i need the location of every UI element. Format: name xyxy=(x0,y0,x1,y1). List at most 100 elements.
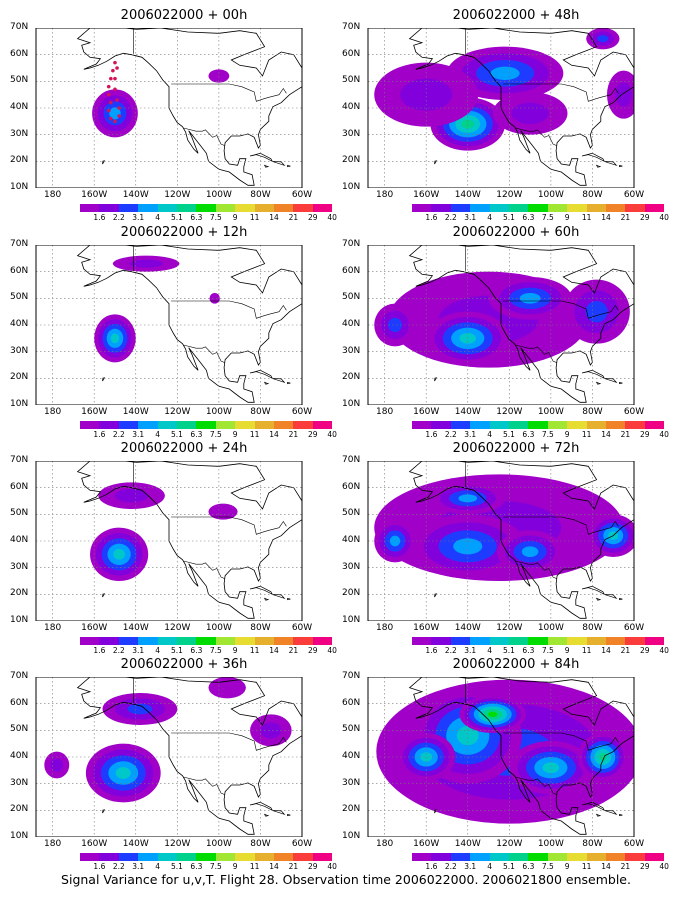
x-tick-label: 140W xyxy=(454,623,481,633)
variance-contour xyxy=(490,66,520,80)
colorbar-swatch xyxy=(605,204,626,212)
political-border xyxy=(183,776,225,795)
island-outline xyxy=(287,813,291,817)
map-frame xyxy=(367,677,635,837)
y-tick-label: 60N xyxy=(342,48,361,59)
y-tick-label: 40N xyxy=(10,102,29,112)
colorbar-label: 1.6 xyxy=(425,862,438,871)
colorbar-label: 2.2 xyxy=(112,213,125,222)
map-plot xyxy=(35,461,303,621)
observation-point xyxy=(106,92,111,97)
x-tick-label: 140W xyxy=(122,190,149,200)
colorbar-label: 11 xyxy=(581,213,592,222)
observation-point xyxy=(113,76,117,81)
colorbar-swatch xyxy=(489,853,509,861)
colorbar-label: 1.6 xyxy=(93,213,106,222)
colorbar-swatch xyxy=(157,637,177,645)
colorbar-label: 29 xyxy=(640,213,650,222)
colorbar-swatch xyxy=(138,853,158,861)
y-tick-label: 50N xyxy=(10,724,29,735)
map-plot xyxy=(35,28,303,188)
y-tick-label: 30N xyxy=(342,777,361,788)
colorbar-swatch xyxy=(80,637,100,645)
colorbar-swatch xyxy=(567,853,587,861)
colorbar-swatch xyxy=(235,204,255,212)
colorbar-label: 5.1 xyxy=(171,862,183,871)
colorbar-swatch xyxy=(470,637,490,645)
variance-contour xyxy=(208,69,230,83)
colorbar-swatch xyxy=(80,853,100,861)
y-tick-label: 50N xyxy=(342,292,361,303)
map-plot xyxy=(35,245,303,405)
colorbar-label: 9 xyxy=(564,646,570,655)
variance-contour xyxy=(400,78,453,111)
panel-title: 2006022000 + 84h xyxy=(452,657,580,672)
island-outline xyxy=(581,585,606,596)
x-tick-label: 120W xyxy=(496,407,523,417)
map-plot xyxy=(35,677,303,837)
y-tick-label: 30N xyxy=(10,777,29,788)
colorbar-swatch xyxy=(508,204,529,212)
y-tick-label: 70N xyxy=(342,239,361,249)
y-tick-label: 60N xyxy=(10,265,29,276)
colorbar-swatch xyxy=(489,421,509,429)
colorbar-label: 5.1 xyxy=(171,646,183,655)
figure-caption: Signal Variance for u,v,T. Flight 28. Ob… xyxy=(61,872,631,887)
colorbar-swatch xyxy=(196,637,216,645)
variance-contour xyxy=(615,82,632,107)
x-tick-label: 120W xyxy=(496,839,523,849)
island-outline xyxy=(102,160,106,165)
x-tick-label: 80W xyxy=(250,407,271,417)
x-tick-label: 160W xyxy=(413,839,440,849)
coastline xyxy=(76,461,302,619)
political-border xyxy=(171,516,287,535)
variance-contour xyxy=(585,301,608,323)
x-tick-label: 100W xyxy=(205,839,232,849)
colorbar-label: 6.3 xyxy=(522,213,535,222)
colorbar-swatch xyxy=(450,637,471,645)
colorbar-swatch xyxy=(138,421,158,429)
variance-contour xyxy=(597,35,609,43)
panel-title: 2006022000 + 12h xyxy=(120,225,248,240)
colorbar-label: 21 xyxy=(288,646,299,655)
colorbar-swatch xyxy=(99,421,119,429)
colorbar-swatch xyxy=(273,637,294,645)
observation-point xyxy=(115,98,119,102)
colorbar-label: 3.1 xyxy=(464,213,477,222)
colorbar-swatch xyxy=(528,637,548,645)
y-tick-label: 50N xyxy=(342,508,361,519)
colorbar-label: 40 xyxy=(327,430,337,439)
x-tick-label: 140W xyxy=(122,623,149,633)
colorbar-label: 2.2 xyxy=(444,213,457,222)
variance-contour xyxy=(456,726,479,746)
colorbar-label: 14 xyxy=(269,646,279,655)
x-tick-label: 100W xyxy=(537,190,564,200)
colorbar-label: 5.1 xyxy=(171,430,183,439)
colorbar-swatch xyxy=(273,421,294,429)
colorbar: 1.6 2.2 3.1 4 5.1 6.3 7.5 9 11 14 21 29 40 xyxy=(24,853,344,875)
island-outline xyxy=(263,813,270,817)
colorbar-swatch xyxy=(528,421,548,429)
x-tick-label: 80W xyxy=(250,190,271,200)
colorbar-swatch xyxy=(215,204,236,212)
y-tick-label: 60N xyxy=(342,697,361,708)
colorbar-label: 29 xyxy=(308,862,318,871)
panel-84h: 2006022000 + 84h 70N 60N 50N 40N 30N 20N 10N 180… xyxy=(342,657,676,872)
map-frame xyxy=(367,245,635,405)
observation-point xyxy=(106,108,111,113)
colorbar-swatch xyxy=(157,421,177,429)
variance-contour xyxy=(129,259,163,268)
y-tick-label: 70N xyxy=(10,22,29,32)
colorbar-swatch xyxy=(470,853,490,861)
colorbar-swatch xyxy=(470,421,490,429)
variance-contour xyxy=(389,535,401,547)
map-frame xyxy=(35,677,303,837)
colorbar-swatch xyxy=(508,637,529,645)
observation-point xyxy=(109,100,113,105)
x-tick-label: 140W xyxy=(454,190,481,200)
x-tick-label: 180 xyxy=(376,190,394,200)
colorbar-label: 5.1 xyxy=(503,646,515,655)
x-tick-label: 60W xyxy=(623,190,645,200)
x-tick-label: 120W xyxy=(164,190,191,200)
colorbar-label: 7.5 xyxy=(209,646,222,655)
